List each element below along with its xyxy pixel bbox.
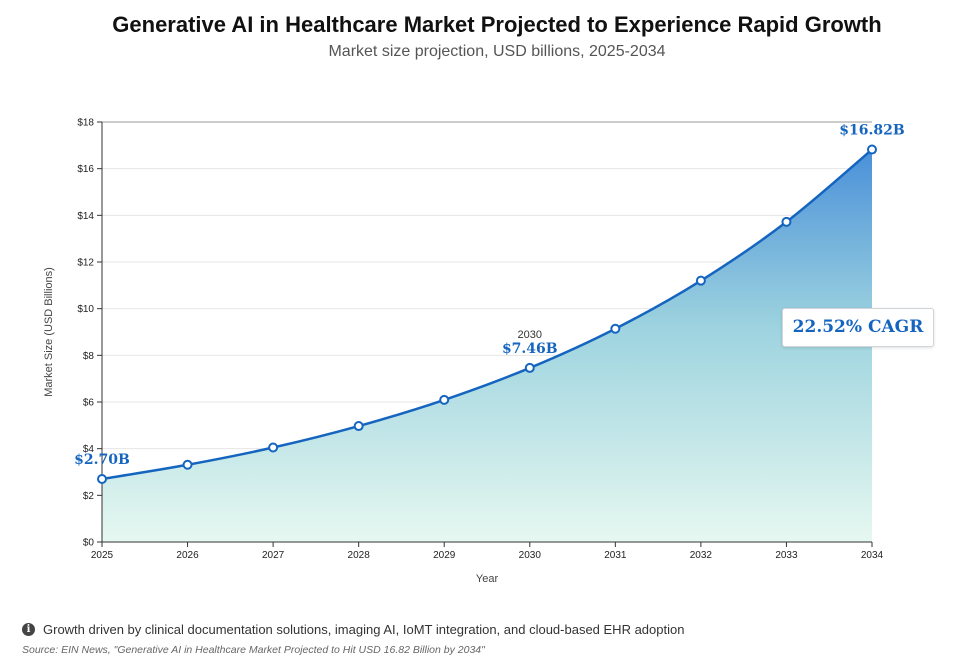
chart-title: Generative AI in Healthcare Market Proje…: [112, 12, 882, 37]
data-point-2027: [268, 442, 279, 453]
x-tick-label: 2027: [262, 550, 285, 561]
data-point-2033: [781, 216, 792, 227]
area-fill: [102, 149, 872, 543]
y-tick-label: $6: [83, 398, 95, 409]
footnote-text: Growth driven by clinical documentation …: [43, 622, 685, 637]
source-citation: Source: EIN News, "Generative AI in Heal…: [22, 644, 485, 656]
data-point-2025: [97, 474, 107, 484]
value-label-2025: $2.70B: [74, 452, 130, 468]
y-tick-label: $18: [77, 118, 94, 129]
series-line: [101, 148, 873, 481]
y-axis-title: Market Size (USD Billions): [43, 267, 55, 397]
area-layer: [101, 148, 873, 543]
x-tick-label: 2031: [604, 550, 627, 561]
y-tick-label: $10: [77, 304, 94, 315]
x-tick-label: 2025: [91, 550, 114, 561]
chart-subtitle: Market size projection, USD billions, 20…: [328, 43, 666, 60]
x-tick-label: 2028: [348, 550, 371, 561]
x-tick-label: 2029: [433, 550, 456, 561]
y-tick-label: $14: [77, 211, 94, 222]
x-tick-label: 2034: [861, 550, 884, 561]
data-point-2029: [439, 394, 450, 405]
y-tick-label: $16: [77, 164, 94, 175]
data-point-2028: [353, 421, 364, 432]
data-points: [97, 144, 877, 484]
y-tick-label: $12: [77, 258, 94, 269]
value-label-2034: $16.82B: [839, 123, 905, 139]
x-axis-title: Year: [476, 573, 499, 585]
y-tick-label: $4: [83, 444, 95, 455]
data-point-2026: [182, 459, 193, 470]
x-tick-label: 2030: [519, 550, 542, 561]
data-point-2030: [524, 362, 535, 373]
y-tick-label: $2: [83, 491, 95, 502]
data-point-2031: [610, 323, 621, 334]
cagr-annotation: 22.52% CAGR: [782, 308, 934, 347]
year-note-2030: 2030: [518, 329, 542, 341]
y-tick-label: $8: [83, 351, 95, 362]
data-point-2032: [695, 275, 706, 286]
value-label-2030: $7.46B: [502, 341, 558, 357]
axes: $0 $2 $4 $6 $8 $10 $12 $14 $16 $18 2025 2026 2027 202…: [43, 118, 884, 586]
data-point-2034: [867, 144, 877, 155]
x-tick-label: 2032: [690, 550, 713, 561]
x-tick-label: 2026: [176, 550, 199, 561]
market-size-chart: $0 $2 $4 $6 $8 $10 $12 $14 $16 $18 2025 2026 2027 202…: [43, 118, 905, 586]
x-tick-label: 2033: [775, 550, 798, 561]
y-tick-label: $0: [83, 538, 95, 549]
info-icon: i: [22, 623, 35, 636]
footnote: i Growth driven by clinical documentatio…: [22, 622, 684, 637]
